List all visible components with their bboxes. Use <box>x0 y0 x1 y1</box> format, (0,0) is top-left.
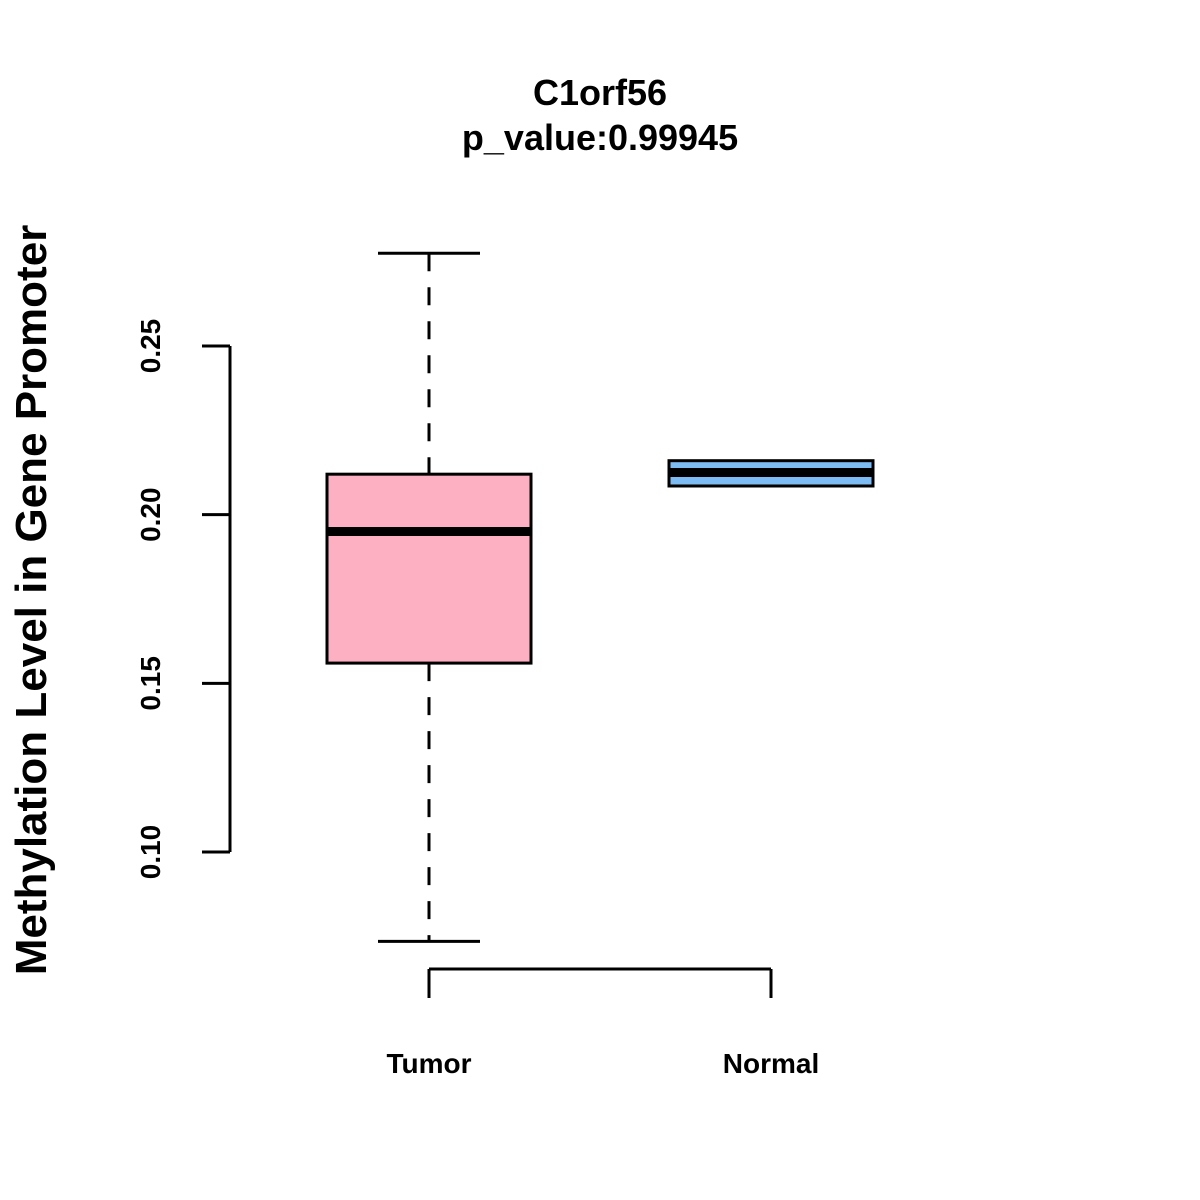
box-series <box>325 251 875 943</box>
box-tumor <box>325 251 533 943</box>
chart-title: C1orf56 <box>533 72 667 113</box>
box-normal <box>667 459 875 488</box>
chart-subtitle: p_value:0.99945 <box>462 117 738 158</box>
x-tick-label: Tumor <box>386 1048 471 1079</box>
y-tick-label: 0.15 <box>135 656 166 711</box>
box-iqr <box>325 472 533 665</box>
y-tick-label: 0.20 <box>135 487 166 542</box>
y-axis-title: Methylation Level in Gene Promoter <box>7 225 56 976</box>
x-axis: Tumor Normal <box>386 967 819 1079</box>
y-tick-label: 0.25 <box>135 319 166 374</box>
y-axis: 0.10 0.15 0.20 0.25 <box>135 319 232 880</box>
x-tick-label: Normal <box>723 1048 819 1079</box>
y-tick-label: 0.10 <box>135 825 166 880</box>
